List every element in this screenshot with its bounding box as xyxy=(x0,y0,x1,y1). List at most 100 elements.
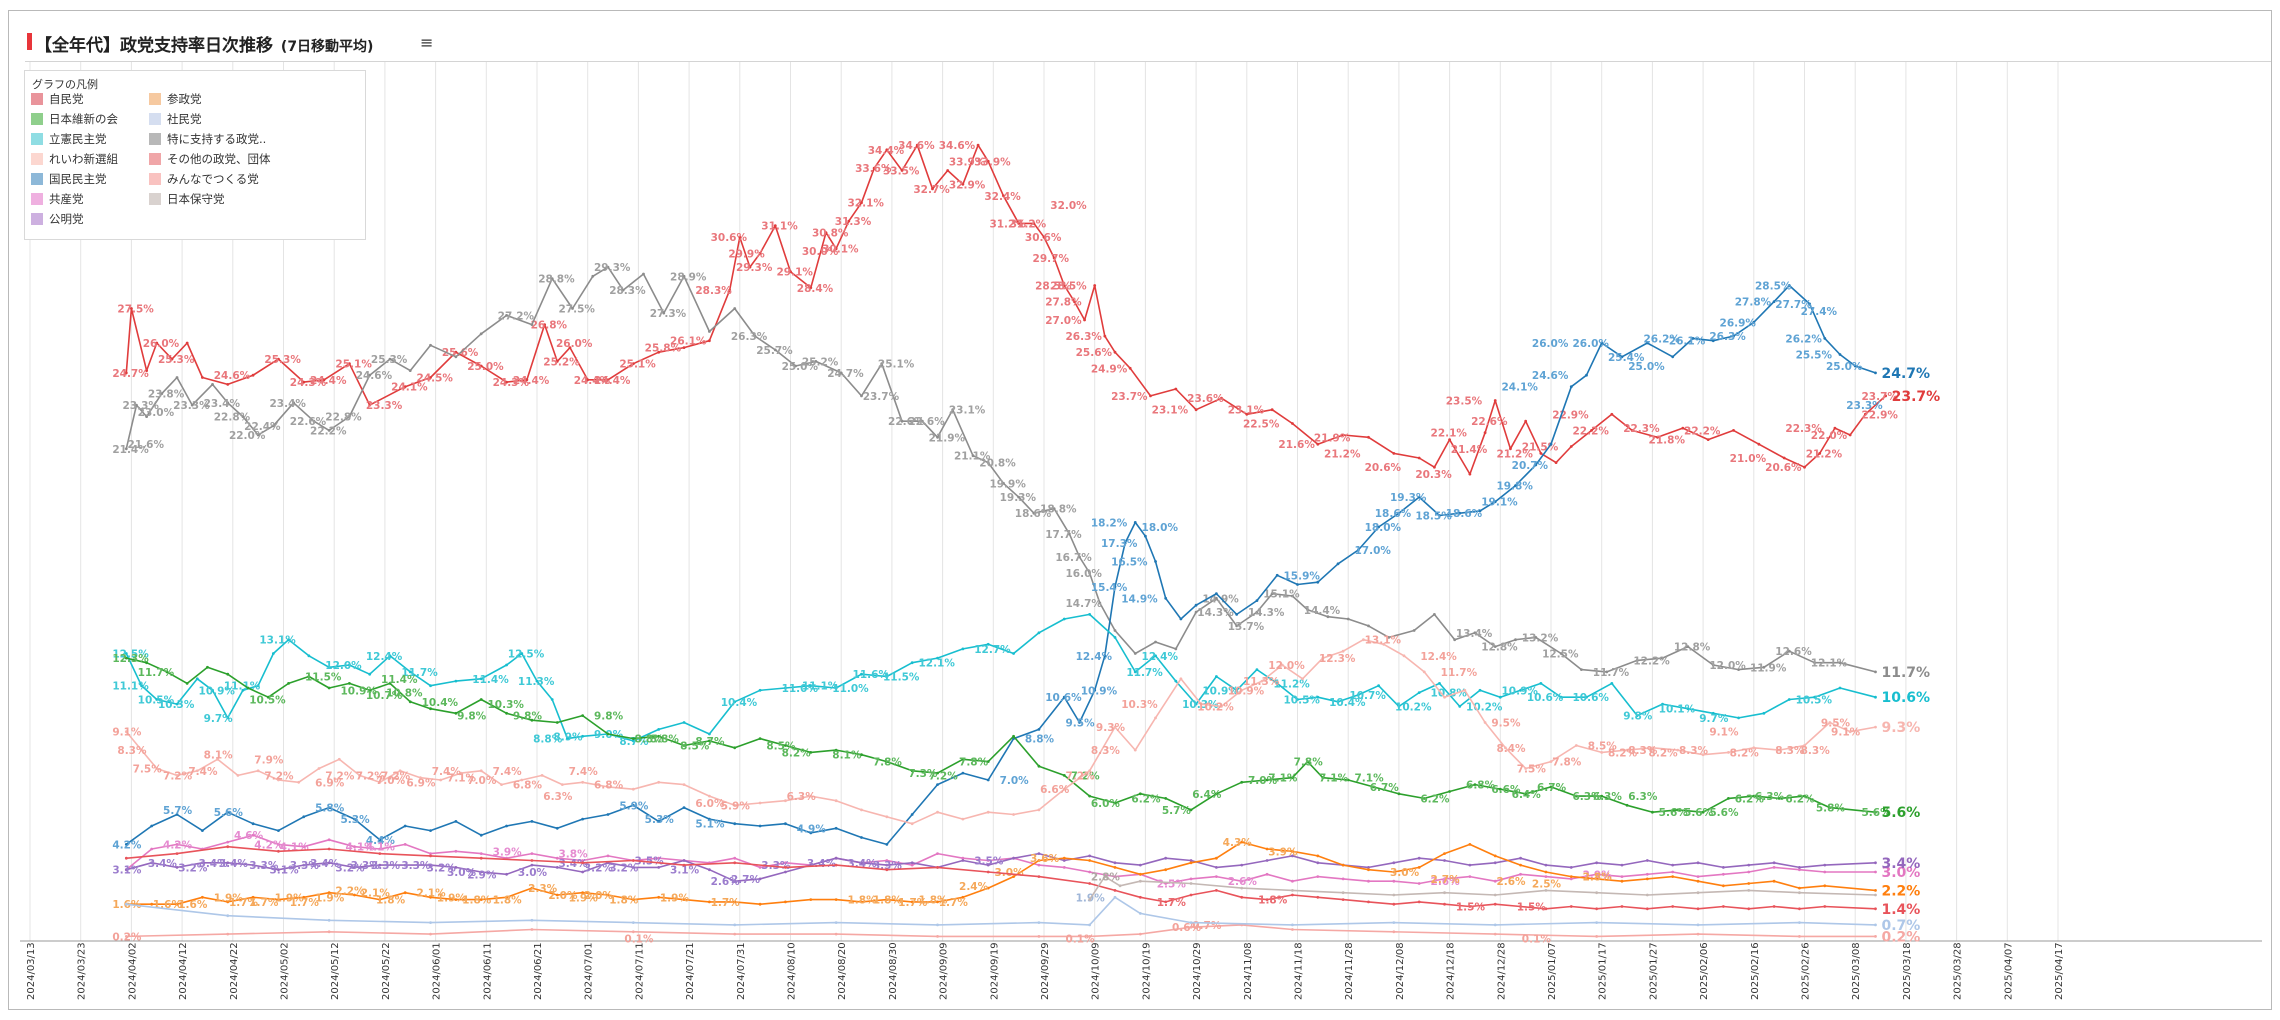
data-point xyxy=(200,861,204,865)
data-label: 3.4% xyxy=(219,858,249,870)
data-point xyxy=(986,159,990,163)
data-point xyxy=(1291,923,1294,927)
data-label: 34.6% xyxy=(939,140,976,152)
data-point xyxy=(1544,875,1548,878)
data-point xyxy=(1133,652,1137,655)
data-point xyxy=(1088,935,1092,938)
data-point xyxy=(1747,907,1751,911)
data-label: 16.5% xyxy=(1111,557,1148,569)
data-point xyxy=(1874,889,1877,892)
data-label: 25.1% xyxy=(619,359,656,371)
data-point xyxy=(1012,813,1015,816)
data-point xyxy=(1590,429,1593,432)
x-tick-label: 2024/11/08 xyxy=(1243,942,1254,1000)
data-point xyxy=(348,415,351,418)
data-point xyxy=(834,856,838,860)
data-point xyxy=(479,898,483,901)
data-point xyxy=(1088,769,1092,773)
data-point xyxy=(834,921,838,924)
data-point xyxy=(124,868,128,872)
data-point xyxy=(1113,889,1117,892)
data-label: 6.3% xyxy=(543,791,573,803)
data-point xyxy=(1270,592,1274,596)
data-point xyxy=(1037,863,1041,867)
data-point xyxy=(1554,461,1558,464)
data-point xyxy=(1863,412,1867,416)
data-point xyxy=(479,833,483,837)
data-point xyxy=(1078,555,1081,559)
data-point xyxy=(175,774,179,777)
data-label: 30.0% xyxy=(802,246,839,258)
data-point xyxy=(1727,751,1730,754)
data-point xyxy=(1838,686,1842,690)
data-point xyxy=(834,826,838,830)
legend-item[interactable]: 参政党 xyxy=(149,91,202,107)
data-point xyxy=(1747,863,1751,867)
data-label: 31.3% xyxy=(835,216,872,228)
legend-item[interactable]: 日本維新の会 xyxy=(31,111,118,127)
data-label: 5.8% xyxy=(1816,803,1846,815)
legend-item[interactable]: 共産党 xyxy=(31,191,84,207)
data-point xyxy=(784,861,787,865)
data-label: 10.9% xyxy=(1081,685,1118,697)
data-point xyxy=(1240,840,1244,844)
data-label: 1.7% xyxy=(249,897,279,909)
data-label: 18.0% xyxy=(1142,522,1179,534)
data-label: 3.3% xyxy=(290,860,320,872)
legend-item[interactable]: 特に支持する政党.. xyxy=(149,131,266,147)
data-label: 3.2% xyxy=(584,862,614,874)
legend-item[interactable]: 国民民主党 xyxy=(31,171,107,187)
chart-title: 【全年代】政党支持率日次推移 (7日移動平均) xyxy=(35,31,373,56)
data-label: 3.0% xyxy=(447,867,477,879)
data-point xyxy=(1296,583,1299,586)
data-point xyxy=(1701,753,1705,757)
data-point xyxy=(530,820,534,823)
legend-item[interactable]: 日本保守党 xyxy=(149,191,225,207)
data-point xyxy=(479,856,483,860)
data-label: 4.4% xyxy=(366,835,396,847)
data-point xyxy=(885,859,889,862)
data-label: 23.3% xyxy=(173,400,210,412)
data-point xyxy=(1721,866,1725,869)
data-point xyxy=(581,859,585,862)
data-point xyxy=(1144,534,1147,538)
legend-item[interactable]: 立憲民主党 xyxy=(31,131,107,147)
data-point xyxy=(581,817,585,821)
data-point xyxy=(1595,877,1599,881)
data-label: 28.3% xyxy=(695,285,732,297)
legend-item[interactable]: 社民党 xyxy=(149,111,202,127)
legend-item[interactable]: 自民党 xyxy=(31,91,84,107)
data-point xyxy=(936,852,939,855)
hamburger-menu-icon[interactable]: ≡ xyxy=(420,33,434,52)
data-label: 29.3% xyxy=(594,262,631,274)
x-tick-label: 2024/04/22 xyxy=(229,942,240,1000)
data-point xyxy=(657,734,661,738)
data-point xyxy=(1696,891,1700,895)
data-point xyxy=(1438,682,1441,685)
data-label: 1.7% xyxy=(898,897,928,909)
data-label: 5.6% xyxy=(1684,807,1714,819)
data-point xyxy=(1093,688,1097,692)
data-point xyxy=(986,863,990,867)
legend-item[interactable]: 公明党 xyxy=(31,211,84,227)
data-label: 7.4% xyxy=(493,766,523,778)
data-label: 9.5% xyxy=(1065,718,1095,730)
data-point xyxy=(1574,794,1578,798)
data-point xyxy=(327,930,331,934)
data-point xyxy=(1214,866,1218,869)
data-point xyxy=(1214,792,1218,796)
legend-item[interactable]: れいわ新選組 xyxy=(31,151,118,167)
data-point xyxy=(915,143,919,147)
legend-item[interactable]: その他の政党、団体 xyxy=(149,151,271,167)
data-label: 1.9% xyxy=(214,892,244,904)
legend-item[interactable]: みんなでつくる党 xyxy=(149,171,259,187)
data-point xyxy=(1787,649,1791,653)
data-label: 8.3% xyxy=(1801,745,1831,757)
data-label: 10.3% xyxy=(1121,699,1158,711)
data-label: 7.8% xyxy=(1294,757,1324,769)
data-point xyxy=(429,376,432,379)
data-label: 12.5% xyxy=(112,649,149,661)
data-point xyxy=(1392,879,1396,883)
data-label: 28.5% xyxy=(1035,281,1072,293)
data-point xyxy=(885,675,889,678)
